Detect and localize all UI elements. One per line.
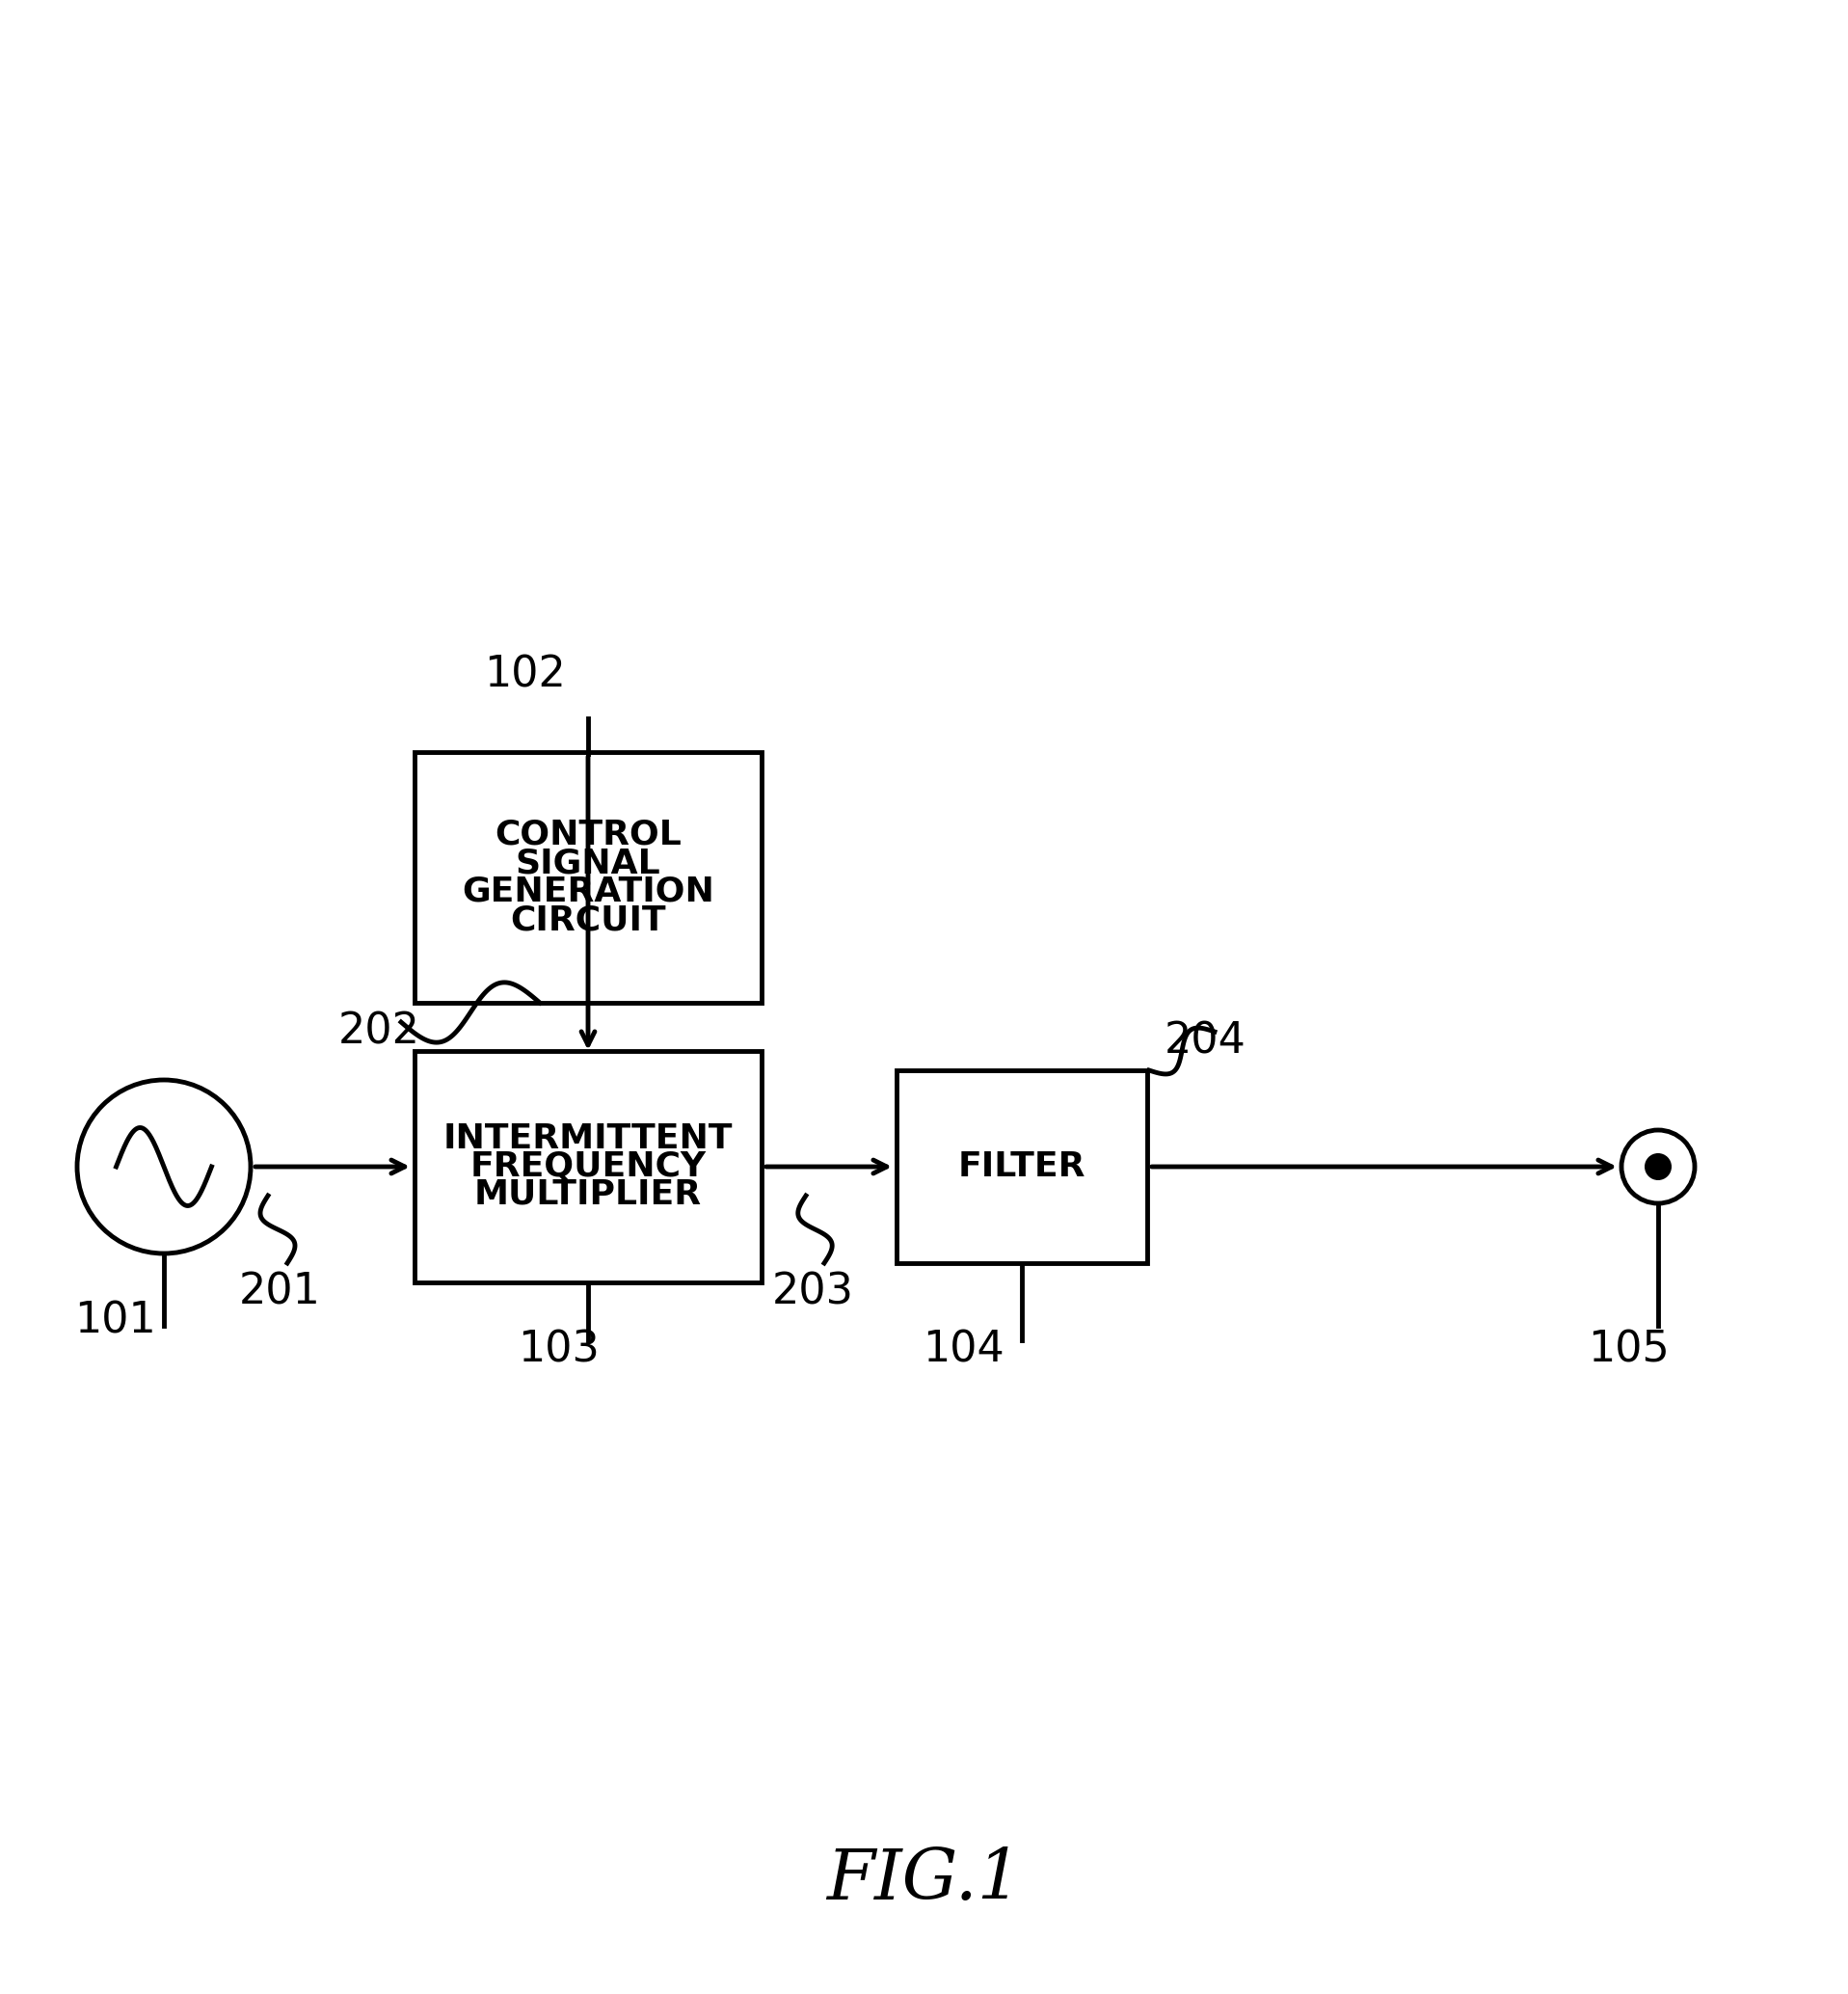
Text: 104: 104 [924,1330,1005,1370]
Text: 102: 102 [484,654,565,696]
Text: FILTER: FILTER [957,1151,1087,1182]
Text: INTERMITTENT: INTERMITTENT [444,1123,734,1155]
Text: 101: 101 [74,1300,157,1342]
Text: FREQUENCY: FREQUENCY [469,1151,706,1182]
Text: 105: 105 [1587,1330,1671,1370]
Text: 204: 204 [1164,1021,1246,1063]
Text: 103: 103 [517,1330,601,1370]
Text: CIRCUIT: CIRCUIT [510,905,665,937]
Text: SIGNAL: SIGNAL [516,847,660,879]
Text: 203: 203 [772,1272,854,1312]
Text: 201: 201 [238,1272,320,1312]
Text: CONTROL: CONTROL [495,818,682,851]
Text: FIG.1: FIG.1 [826,1846,1022,1914]
Circle shape [1645,1155,1671,1180]
Text: MULTIPLIER: MULTIPLIER [475,1178,702,1210]
Text: 202: 202 [338,1011,419,1053]
Text: GENERATION: GENERATION [462,875,715,907]
